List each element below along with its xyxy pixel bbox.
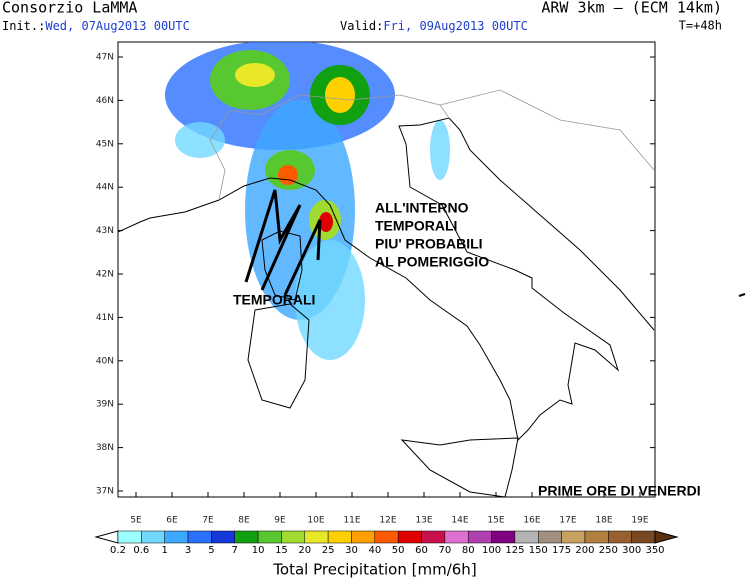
annotation: AL POMERIGGIO	[375, 254, 489, 270]
valid-label-text: Valid:	[340, 19, 383, 33]
colorbar-swatch	[631, 530, 656, 544]
lat-tick-label: 47N	[96, 53, 114, 63]
colorbar-label: 10	[252, 545, 265, 556]
lon-tick-label: 13E	[415, 516, 432, 526]
colorbar-swatch	[141, 530, 165, 544]
annotation: TEMPORALI	[233, 292, 315, 308]
lon-tick-label: 19E	[631, 516, 648, 526]
colorbar-swatch	[514, 530, 539, 544]
valid-value: Fri, 09Aug2013 00UTC	[383, 19, 528, 33]
colorbar-label: 20	[298, 545, 311, 556]
valid-label: Valid:Fri, 09Aug2013 00UTC	[340, 19, 528, 33]
colorbar-swatch	[211, 530, 235, 544]
colorbar-label: 50	[392, 545, 405, 556]
lat-tick-label: 40N	[96, 356, 114, 366]
lat-tick-label: 37N	[96, 487, 114, 497]
colorbar-swatch	[187, 530, 212, 544]
colorbar-label: 0.6	[133, 545, 149, 556]
colorbar-label: 250	[599, 545, 618, 556]
colorbar-label: 70	[439, 545, 452, 556]
lead-time: T=+48h	[679, 19, 722, 33]
lat-tick-label: 38N	[96, 443, 114, 453]
stray-mark	[738, 293, 746, 297]
annotation: TEMPORALI	[375, 218, 457, 234]
colorbar-swatch	[351, 530, 376, 544]
header-title: Consorzio LaMMA	[2, 0, 137, 17]
lon-tick-label: 12E	[379, 516, 396, 526]
init-label-text: Init.:	[2, 19, 45, 33]
colorbar-swatch	[234, 530, 259, 544]
colorbar-swatch	[327, 530, 352, 544]
colorbar-swatch	[164, 530, 189, 544]
lat-tick-label: 46N	[96, 96, 114, 106]
colorbar-end	[94, 530, 119, 544]
colorbar-label: 30	[345, 545, 358, 556]
lon-tick-label: 5E	[130, 516, 142, 526]
header-model: ARW 3km – (ECM 14km)	[541, 0, 722, 17]
colorbar-swatch	[561, 530, 586, 544]
colorbar-label: 15	[275, 545, 288, 556]
annotation: PRIME ORE DI VENERDI	[538, 483, 701, 499]
colorbar-label: 40	[368, 545, 381, 556]
lon-tick-label: 7E	[202, 516, 214, 526]
init-label: Init.:Wed, 07Aug2013 00UTC	[2, 19, 190, 33]
colorbar-swatch	[374, 530, 399, 544]
lon-tick-label: 15E	[487, 516, 504, 526]
colorbar-label: 80	[462, 545, 475, 556]
colorbar-label: 7	[232, 545, 238, 556]
lon-tick-label: 6E	[166, 516, 178, 526]
lat-tick-label: 43N	[96, 226, 114, 236]
colorbar-swatch	[257, 530, 282, 544]
colorbar-swatch	[281, 530, 306, 544]
colorbar-label: 1	[162, 545, 168, 556]
colorbar-swatch	[117, 530, 142, 544]
colorbar-label: 5	[208, 545, 214, 556]
colorbar-label: 150	[529, 545, 548, 556]
colorbar-swatch	[584, 530, 609, 544]
init-value: Wed, 07Aug2013 00UTC	[45, 19, 190, 33]
colorbar-label: 100	[482, 545, 501, 556]
colorbar-end	[654, 530, 679, 544]
colorbar-swatch	[608, 530, 632, 544]
colorbar-label: 200	[575, 545, 594, 556]
colorbar-swatch	[491, 530, 516, 544]
colorbar-swatch	[467, 530, 492, 544]
colorbar-label: 300	[622, 545, 641, 556]
annotation: ALL'INTERNO	[375, 200, 469, 216]
lon-tick-label: 9E	[274, 516, 286, 526]
lon-tick-label: 10E	[307, 516, 324, 526]
lon-tick-label: 8E	[238, 516, 250, 526]
colorbar-swatch	[397, 530, 422, 544]
lon-tick-label: 17E	[559, 516, 576, 526]
colorbar-label: 350	[645, 545, 664, 556]
lon-tick-label: 16E	[523, 516, 540, 526]
colorbar-label: 25	[322, 545, 335, 556]
colorbar-swatch	[304, 530, 329, 544]
precipitation	[165, 42, 450, 360]
colorbar-label: 175	[552, 545, 571, 556]
lat-tick-label: 41N	[96, 313, 114, 323]
annotation: PIU' PROBABILI	[375, 236, 483, 252]
arrows	[244, 189, 322, 296]
lat-tick-label: 39N	[96, 400, 114, 410]
lat-tick-label: 45N	[96, 139, 114, 149]
lon-tick-label: 14E	[451, 516, 468, 526]
colorbar-swatch	[421, 530, 446, 544]
map: ALL'INTERNO TEMPORALI PIU' PROBABILI AL …	[117, 41, 701, 499]
colorbar-swatch	[444, 530, 469, 544]
colorbar-label: 3	[185, 545, 191, 556]
lon-tick-label: 11E	[343, 516, 360, 526]
lat-tick-label: 44N	[96, 183, 114, 193]
colorbar-swatch	[538, 530, 562, 544]
colorbar-title: Total Precipitation [mm/6h]	[272, 561, 476, 579]
lat-tick-label: 42N	[96, 270, 114, 280]
lon-tick-label: 18E	[595, 516, 612, 526]
colorbar-label: 60	[415, 545, 428, 556]
coastlines	[118, 89, 655, 497]
colorbar-label: 0.2	[110, 545, 126, 556]
colorbar-label: 125	[505, 545, 524, 556]
